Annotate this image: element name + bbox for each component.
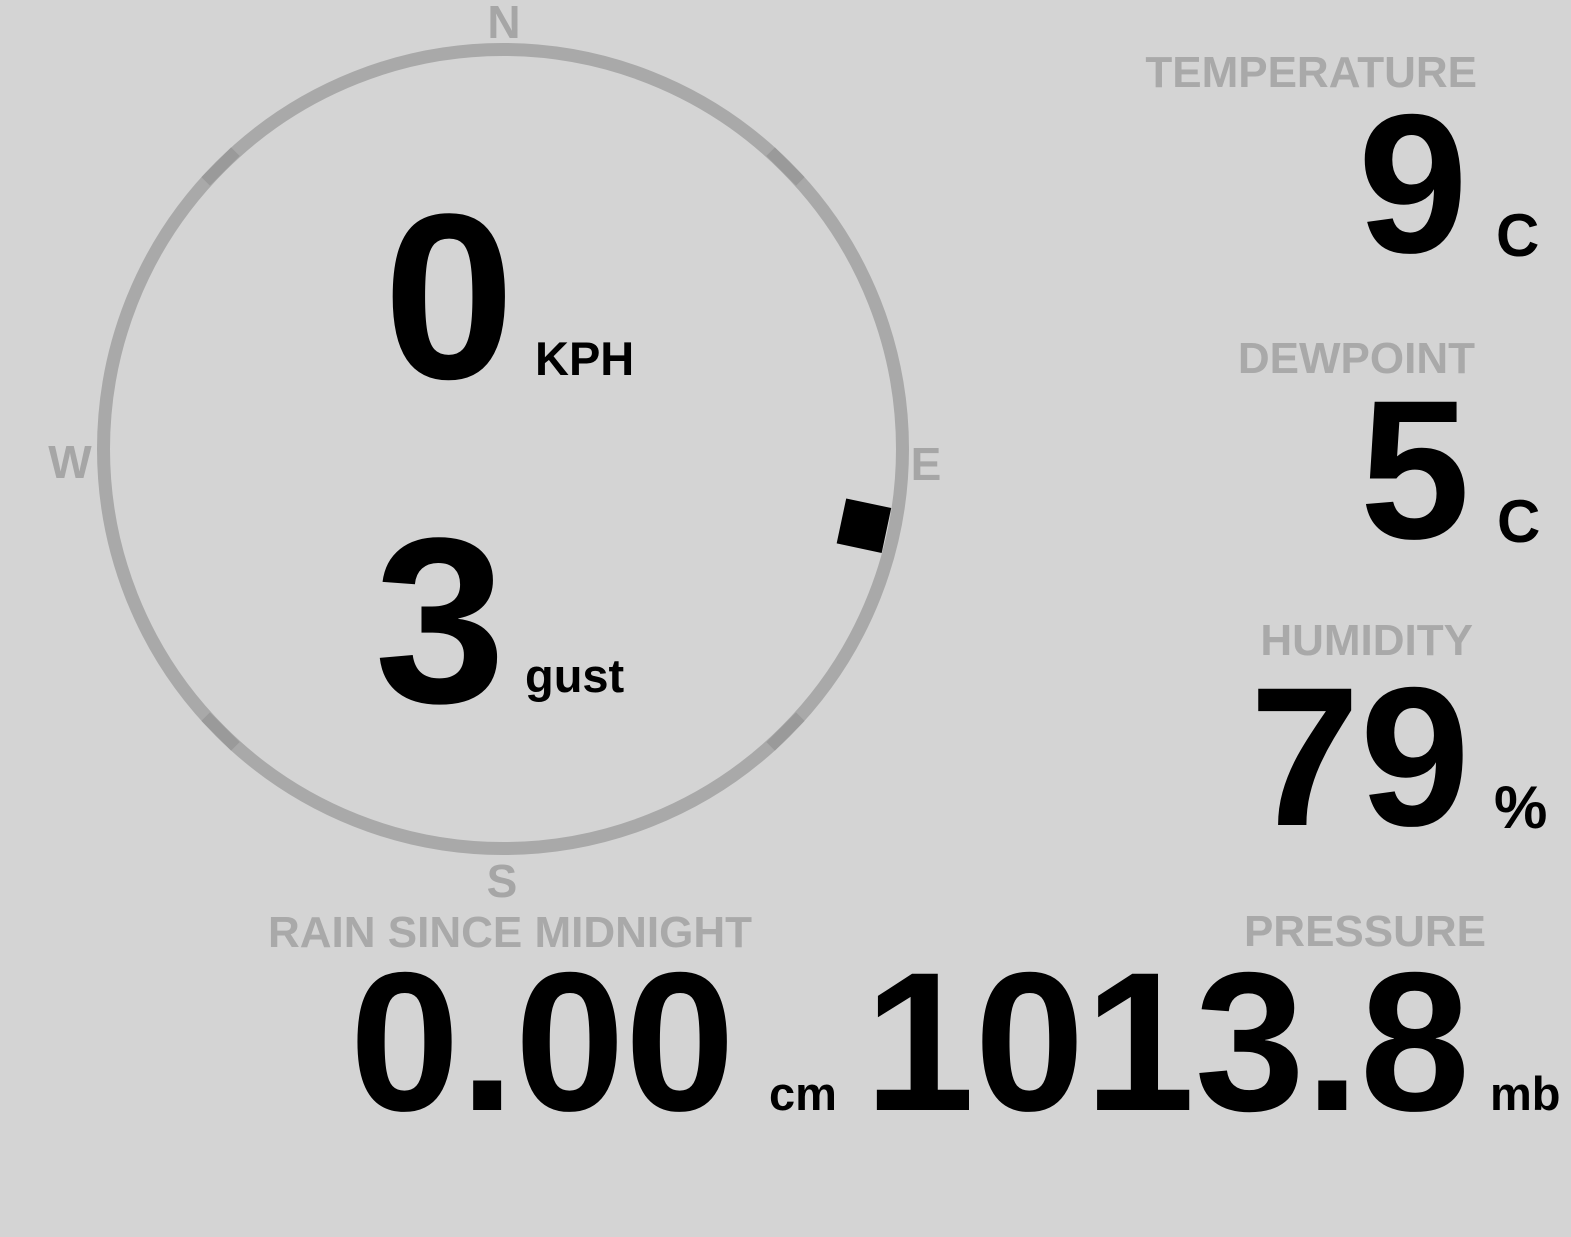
pressure-label: PRESSURE xyxy=(1244,907,1486,956)
compass-east-label: E xyxy=(911,438,942,490)
rain-panel: RAIN SINCE MIDNIGHT 0.00 cm xyxy=(268,908,837,1152)
dewpoint-label: DEWPOINT xyxy=(1238,334,1475,383)
rain-label: RAIN SINCE MIDNIGHT xyxy=(268,908,752,957)
pressure-panel: PRESSURE 1013.8 mb xyxy=(864,907,1560,1152)
humidity-panel: HUMIDITY 79 % xyxy=(1250,616,1548,867)
compass-south-label: S xyxy=(487,855,518,907)
humidity-value: 79 xyxy=(1250,646,1470,867)
temperature-label: TEMPERATURE xyxy=(1145,48,1477,97)
humidity-unit: % xyxy=(1494,774,1547,841)
wind-compass: N E S W 0 KPH 3 gust xyxy=(48,0,941,907)
compass-tick-sw xyxy=(201,712,240,751)
wind-gust-unit: gust xyxy=(525,649,625,702)
compass-tick-se xyxy=(766,712,805,751)
temperature-unit: C xyxy=(1496,202,1539,269)
rain-value: 0.00 xyxy=(350,931,735,1152)
wind-direction-marker xyxy=(836,498,892,553)
wind-speed-unit: KPH xyxy=(535,332,634,385)
temperature-value: 9 xyxy=(1358,73,1468,294)
compass-ring xyxy=(97,43,909,855)
wind-gust-value: 3 xyxy=(374,489,505,753)
wind-speed-value: 0 xyxy=(383,165,514,429)
dewpoint-unit: C xyxy=(1497,488,1540,555)
temperature-panel: TEMPERATURE 9 C xyxy=(1145,48,1539,294)
compass-north-label: N xyxy=(487,0,520,48)
dewpoint-value: 5 xyxy=(1360,359,1470,580)
compass-tick-nw xyxy=(201,147,240,186)
compass-tick-ne xyxy=(766,147,805,186)
pressure-value: 1013.8 xyxy=(864,931,1470,1152)
pressure-unit: mb xyxy=(1490,1067,1561,1120)
compass-west-label: W xyxy=(48,436,92,488)
rain-unit: cm xyxy=(769,1067,837,1120)
humidity-label: HUMIDITY xyxy=(1260,616,1473,665)
dewpoint-panel: DEWPOINT 5 C xyxy=(1238,334,1540,580)
